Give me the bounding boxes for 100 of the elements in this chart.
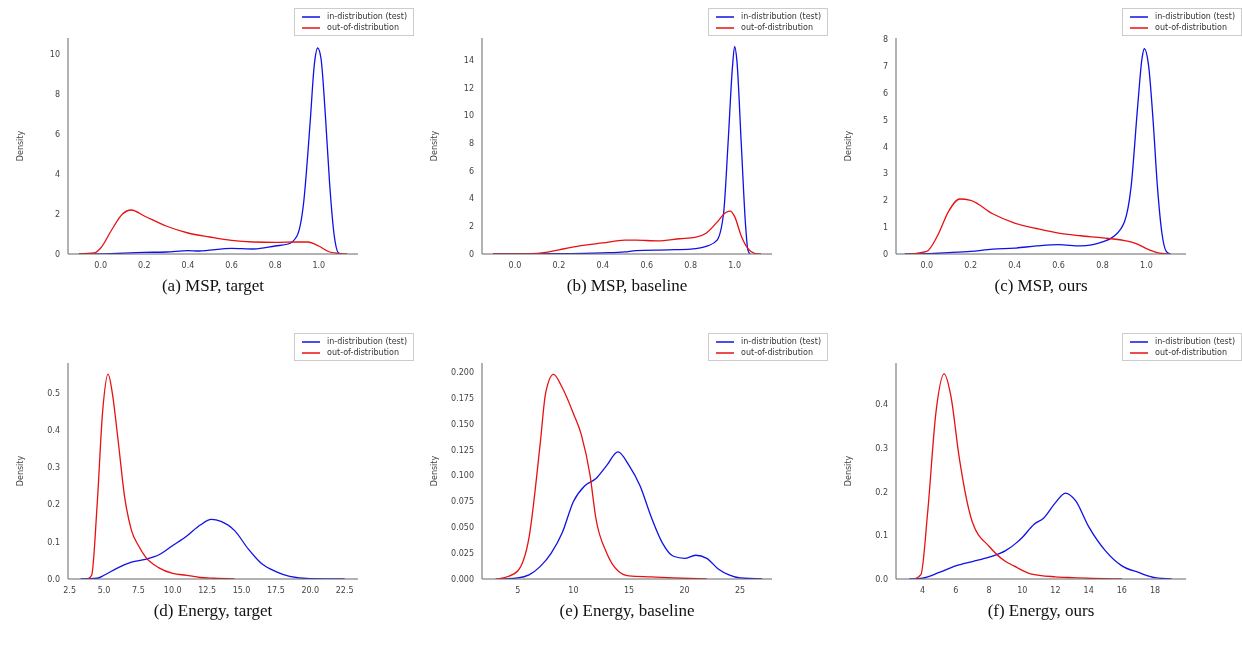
legend-label: in-distribution (test) [327,336,407,347]
y-tick-label: 0.050 [451,523,474,533]
y-tick-label: 2 [54,209,60,219]
y-tick-label: 0.075 [451,497,474,507]
x-tick-label: 2.5 [63,585,77,595]
x-tick-label: 4 [920,585,926,595]
text: (f) Energy, ours [986,601,1096,621]
x-tick-label: 0.0 [94,260,108,270]
x-tick-label: 14 [1083,585,1094,595]
x-tick-label: 10 [568,585,579,595]
x-tick-label: 22.5 [335,585,354,595]
x-tick-label: 20 [679,585,690,595]
text: (a) MSP, target [160,276,266,296]
y-tick-label: 0 [468,249,474,259]
y-tick-label: 0.4 [47,425,60,435]
x-tick-label: 6 [953,585,959,595]
legend-label: out-of-distribution [741,347,813,358]
x-tick-label: 17.5 [267,585,285,595]
x-tick-label: 25 [735,585,746,595]
y-tick-label: 0.0 [875,574,888,584]
y-axis-title: Density [429,130,439,162]
x-tick-label: 0.0 [920,260,934,270]
legend-label: in-distribution (test) [327,11,407,22]
y-tick-label: 0.3 [47,463,60,473]
y-tick-label: 0.0 [47,574,60,584]
x-tick-label: 18 [1150,585,1161,595]
y-tick-label: 3 [882,169,888,179]
y-tick-label: 8 [468,139,474,149]
x-tick-label: 7.5 [132,585,145,595]
x-tick-label: 5 [515,585,521,595]
x-tick-label: 15 [623,585,635,595]
y-axis-title: Density [843,130,853,162]
x-tick-label: 0.4 [1008,260,1021,270]
x-tick-label: 1.0 [1140,260,1153,270]
y-axis-title: Density [15,455,25,487]
y-tick-label: 0.1 [875,531,888,541]
legend-label: in-distribution (test) [741,11,821,22]
y-tick-label: 0.2 [47,500,60,510]
x-tick-label: 8 [986,585,992,595]
y-tick-label: 2 [468,222,474,232]
y-tick-label: 0.5 [47,388,60,398]
legend-label: in-distribution (test) [741,336,821,347]
y-tick-label: 4 [468,194,474,204]
x-tick-label: 10 [1017,585,1028,595]
x-tick-label: 0.8 [268,260,282,270]
text: (c) MSP, ours [993,276,1089,296]
y-tick-label: 8 [54,89,60,99]
text: (d) Energy, target [152,601,274,621]
x-tick-label: 1.0 [728,260,742,270]
x-tick-label: 5.0 [97,585,111,595]
x-tick-label: 0.8 [1096,260,1109,270]
legend-label: out-of-distribution [1155,347,1227,358]
x-tick-label: 20.0 [301,585,320,595]
x-tick-label: 0.6 [640,260,654,270]
y-tick-label: 7 [882,62,888,72]
y-tick-label: 0.150 [451,419,474,429]
x-tick-label: 0.6 [225,260,238,270]
y-tick-label: 0 [54,249,60,259]
y-tick-label: 14 [463,55,474,65]
y-tick-label: 0.125 [451,445,474,455]
y-tick-label: 1 [882,223,888,233]
y-tick-label: 0.000 [451,574,474,584]
legend-label: out-of-distribution [327,347,399,358]
y-axis-title: Density [15,130,25,162]
x-tick-label: 0.4 [181,260,195,270]
y-tick-label: 10 [49,49,60,59]
x-tick-label: 10.0 [163,585,182,595]
y-tick-label: 4 [882,142,888,152]
y-tick-label: 5 [882,115,888,125]
x-tick-label: 0.8 [684,260,698,270]
x-tick-label: 1.0 [312,260,326,270]
y-tick-label: 12 [463,83,474,93]
y-tick-label: 10 [463,111,474,121]
x-tick-label: 0.2 [137,260,151,270]
y-tick-label: 0.3 [875,443,888,453]
text: (b) MSP, baseline [565,276,689,296]
y-tick-label: 6 [54,129,60,139]
x-tick-label: 0.2 [964,260,978,270]
x-tick-label: 15.0 [232,585,251,595]
legend-label: out-of-distribution [1155,22,1227,33]
legend-label: in-distribution (test) [1155,11,1235,22]
y-tick-label: 6 [468,166,474,176]
legend-label: out-of-distribution [741,22,813,33]
y-tick-label: 6 [882,88,888,98]
x-tick-label: 0.0 [508,260,522,270]
y-tick-label: 0.1 [47,537,60,547]
y-tick-label: 0.200 [451,368,474,378]
x-tick-label: 0.2 [552,260,566,270]
text: (e) Energy, baseline [558,601,696,621]
y-tick-label: 0.4 [875,400,888,410]
y-tick-label: 0.175 [451,393,474,403]
y-tick-label: 0.2 [875,487,888,497]
x-tick-label: 0.6 [1052,260,1065,270]
y-tick-label: 8 [882,35,888,45]
x-tick-label: 0.4 [596,260,610,270]
y-tick-label: 2 [882,196,888,206]
y-tick-label: 0.025 [451,549,474,558]
x-tick-label: 12 [1050,585,1061,595]
y-tick-label: 0 [882,249,888,259]
x-tick-label: 12.5 [198,585,217,595]
